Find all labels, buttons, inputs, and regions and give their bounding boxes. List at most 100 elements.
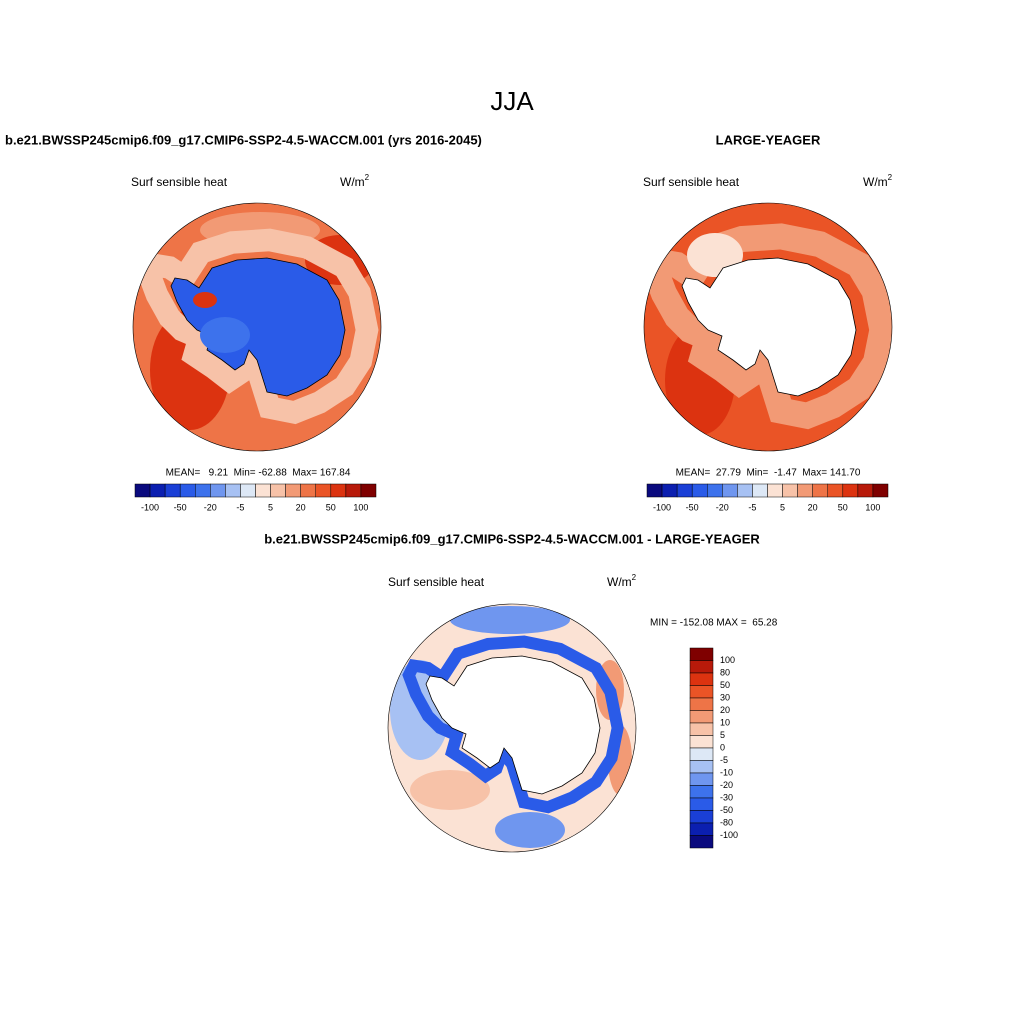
colorbar-label: -20 xyxy=(204,502,217,512)
colorbar-box xyxy=(857,483,874,498)
colorbar-label: -30 xyxy=(720,792,733,802)
colorbar-box xyxy=(689,785,714,799)
colorbar-label: 50 xyxy=(326,502,336,512)
units-exponent: 2 xyxy=(365,173,370,182)
colorbar-label: -20 xyxy=(720,780,733,790)
colorbar-box xyxy=(179,483,196,498)
colorbar-box xyxy=(689,747,714,761)
colorbar-label: -10 xyxy=(720,767,733,777)
colorbar-label: 20 xyxy=(296,502,306,512)
colorbar-box xyxy=(689,685,714,699)
colorbar-box xyxy=(812,483,828,498)
units: W/m2 xyxy=(863,173,893,189)
colorbar-box xyxy=(300,483,316,498)
colorbar-label: -50 xyxy=(720,805,733,815)
colorbar-box xyxy=(270,483,286,498)
colorbar-label: 20 xyxy=(720,705,730,715)
colorbar-box xyxy=(722,483,738,498)
colorbar-box xyxy=(210,483,226,498)
units-exponent: 2 xyxy=(632,573,637,582)
colorbar-label: 100 xyxy=(865,502,880,512)
colorbar-box xyxy=(255,483,271,498)
colorbar-label: 30 xyxy=(720,692,730,702)
colorbar-box xyxy=(782,483,798,498)
colorbar-box xyxy=(315,483,332,498)
panel-title: LARGE-YEAGER xyxy=(716,132,821,147)
units: W/m2 xyxy=(340,173,370,189)
colorbar-label: 80 xyxy=(720,667,730,677)
colorbar-box xyxy=(689,722,714,736)
stats: MIN = -152.08 MAX = 65.28 xyxy=(650,618,778,629)
colorbar-label: 50 xyxy=(720,680,730,690)
colorbar-box xyxy=(689,660,714,674)
colorbar-box xyxy=(360,483,377,498)
stats: MEAN= 9.21 Min= -62.88 Max= 167.84 xyxy=(166,468,351,479)
map-border xyxy=(387,603,637,853)
colorbar-box xyxy=(164,483,181,498)
colorbar-box xyxy=(240,483,256,498)
colorbar-box xyxy=(689,760,714,774)
colorbar-label: 5 xyxy=(780,502,785,512)
colorbar-box xyxy=(689,797,714,811)
colorbar-label: -20 xyxy=(716,502,729,512)
colorbar-label: -50 xyxy=(686,502,699,512)
colorbar-box xyxy=(689,697,714,711)
colorbar-label: -5 xyxy=(236,502,244,512)
colorbar-box xyxy=(689,647,714,661)
colorbar-label: -100 xyxy=(720,830,738,840)
map-border xyxy=(643,202,893,452)
colorbar-label: -80 xyxy=(720,817,733,827)
colorbar-label: -5 xyxy=(720,755,728,765)
colorbar-label: 10 xyxy=(720,717,730,727)
colorbar-box xyxy=(225,483,241,498)
colorbar-label: 5 xyxy=(268,502,273,512)
panel-title: b.e21.BWSSP245cmip6.f09_g17.CMIP6-SSP2-4… xyxy=(264,531,760,546)
colorbar-box xyxy=(689,735,714,749)
colorbar-box xyxy=(345,483,362,498)
colorbar-box xyxy=(134,483,151,498)
colorbar-label: 100 xyxy=(720,655,735,665)
colorbar-label: -100 xyxy=(653,502,671,512)
colorbar-label: 20 xyxy=(808,502,818,512)
field-label: Surf sensible heat xyxy=(643,175,740,189)
colorbar-label: 0 xyxy=(720,742,725,752)
colorbar-box xyxy=(195,483,211,498)
colorbar-label: 5 xyxy=(720,730,725,740)
map xyxy=(388,604,636,852)
map-border xyxy=(132,202,382,452)
field-label: Surf sensible heat xyxy=(388,575,485,589)
colorbar-box xyxy=(842,483,859,498)
colorbar-label: 50 xyxy=(838,502,848,512)
colorbar-box xyxy=(689,835,714,849)
colorbar-box xyxy=(330,483,347,498)
panel-title: b.e21.BWSSP245cmip6.f09_g17.CMIP6-SSP2-4… xyxy=(5,132,482,147)
colorbar-label: -5 xyxy=(748,502,756,512)
stats: MEAN= 27.79 Min= -1.47 Max= 141.70 xyxy=(676,468,861,479)
colorbar-box xyxy=(285,483,301,498)
colorbar-box xyxy=(737,483,753,498)
colorbar-box xyxy=(676,483,693,498)
colorbar-box xyxy=(661,483,678,498)
colorbar-box xyxy=(691,483,708,498)
units-exponent: 2 xyxy=(888,173,893,182)
colorbar-box xyxy=(689,772,714,786)
colorbar-box xyxy=(797,483,813,498)
colorbar-box xyxy=(827,483,844,498)
colorbar-label: 100 xyxy=(353,502,368,512)
map xyxy=(644,203,892,451)
colorbar-box xyxy=(689,822,714,836)
field-label: Surf sensible heat xyxy=(131,175,228,189)
units-base: W/m xyxy=(607,575,632,589)
colorbar-box xyxy=(689,672,714,686)
figure-title: JJA xyxy=(490,86,534,116)
colorbar-box xyxy=(872,483,889,498)
colorbar-box xyxy=(752,483,768,498)
units: W/m2 xyxy=(607,573,637,589)
colorbar-box xyxy=(707,483,723,498)
units-base: W/m xyxy=(863,175,888,189)
colorbar-box xyxy=(689,710,714,724)
units-base: W/m xyxy=(340,175,365,189)
map xyxy=(133,203,381,451)
colorbar-box xyxy=(689,810,714,824)
